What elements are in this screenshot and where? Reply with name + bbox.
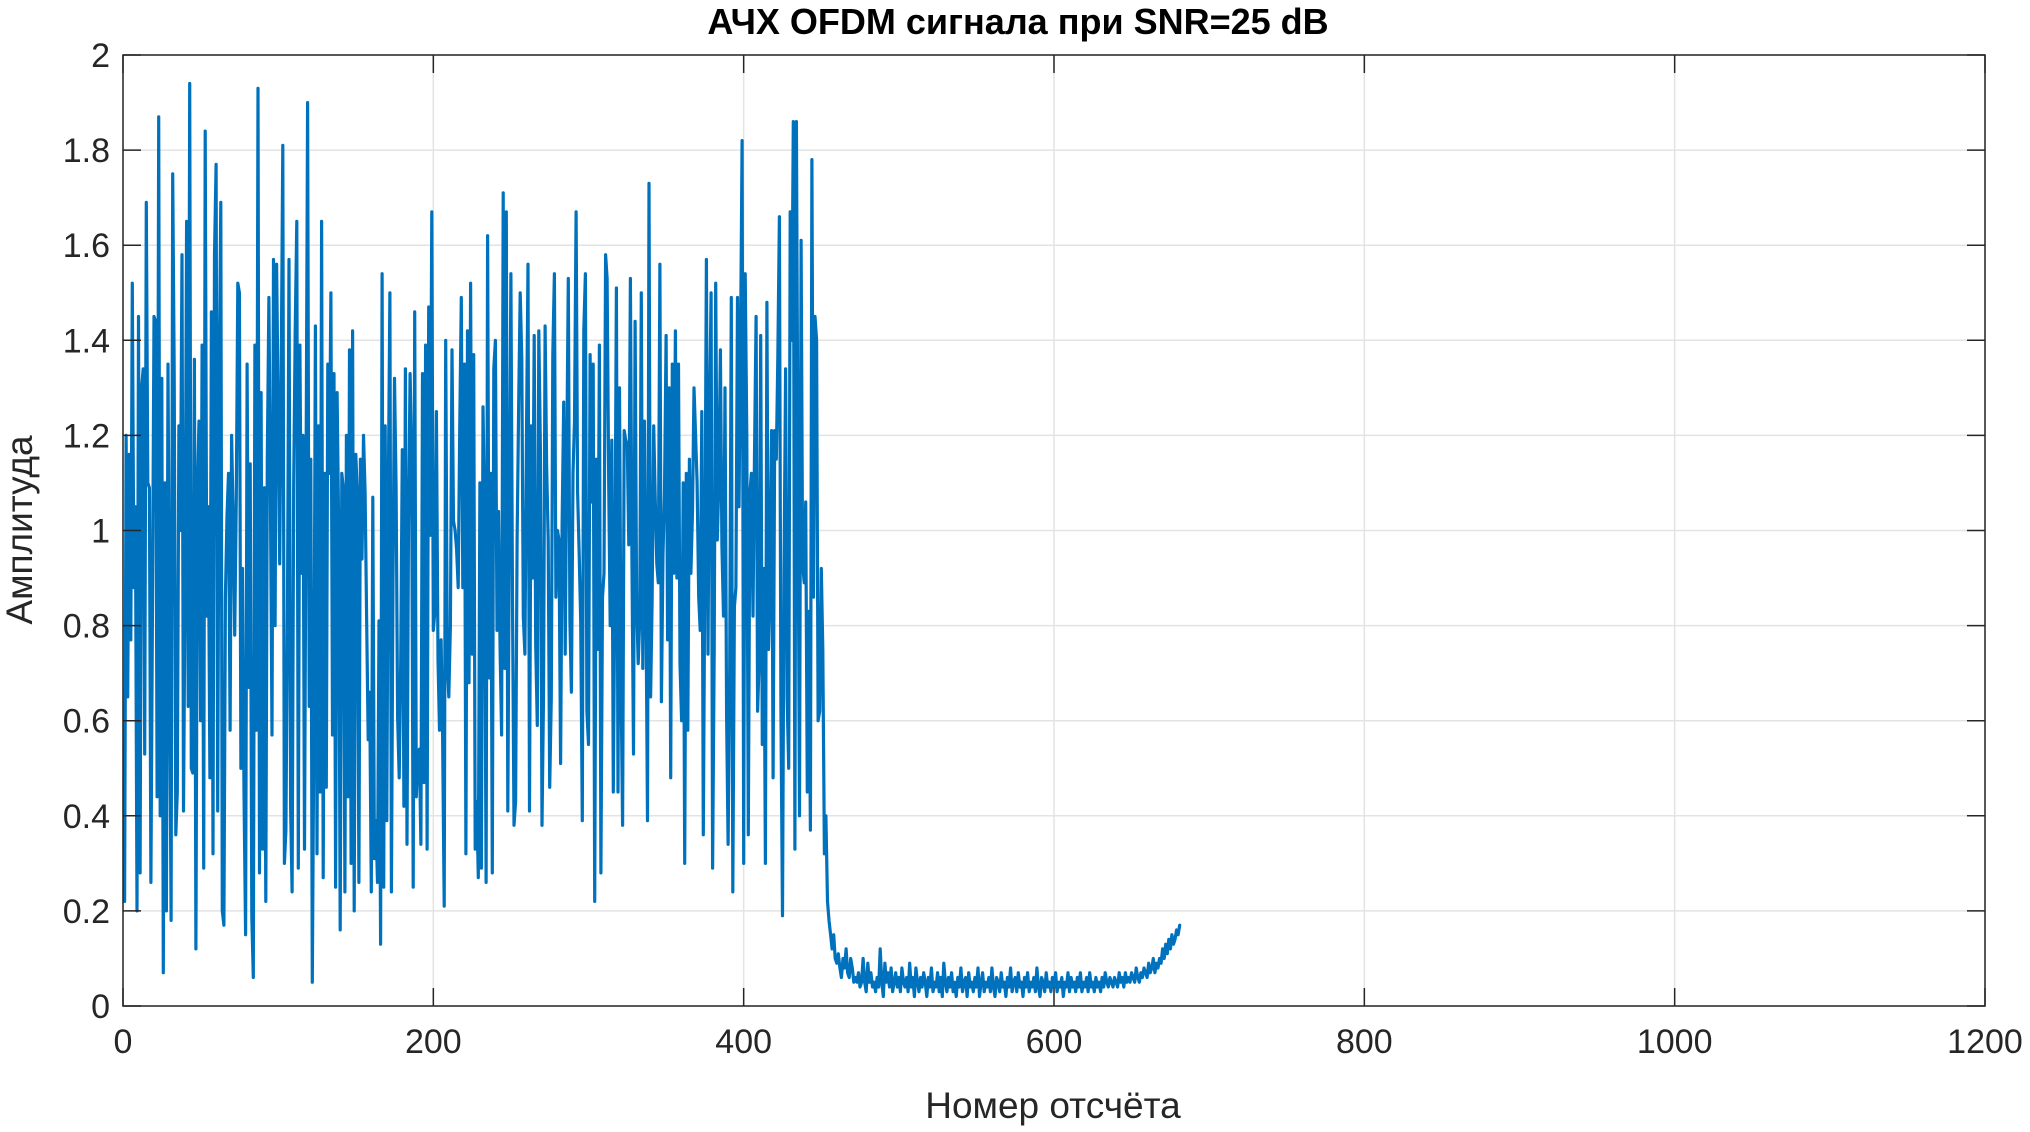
x-tick-label: 400: [715, 1023, 772, 1061]
x-tick-label: 600: [1026, 1023, 1083, 1061]
y-tick-label: 1.2: [63, 417, 110, 455]
y-tick-label: 1.6: [63, 227, 110, 265]
series-line: [122, 81, 1182, 999]
y-tick-label: 0.2: [63, 893, 110, 931]
y-tick-label: 1.4: [63, 322, 110, 360]
y-tick-label: 0: [91, 988, 110, 1026]
y-tick-label: 0.4: [63, 798, 110, 836]
y-tick-label: 2: [91, 37, 110, 75]
x-tick-label: 1000: [1637, 1023, 1713, 1061]
series-layer: [122, 81, 1182, 999]
x-tick-label: 200: [405, 1023, 462, 1061]
y-tick-label: 0.8: [63, 608, 110, 646]
x-tick-label: 800: [1336, 1023, 1393, 1061]
y-tick-label: 1.8: [63, 132, 110, 170]
x-axis-label: Номер отсчёта: [925, 1085, 1181, 1126]
y-tick-label: 1: [91, 513, 110, 551]
ticks: 0 200 400 600 800 1000 1200 0 0.2 0.4 0.6 0.8 1 1.2 1.…: [63, 37, 2023, 1061]
y-tick-label: 0.6: [63, 703, 110, 741]
y-axis-label: Амплитуда: [0, 435, 40, 625]
chart-title: АЧХ OFDM сигнала при SNR=25 dB: [707, 1, 1328, 42]
x-tick-label: 0: [114, 1023, 133, 1061]
x-tick-label: 1200: [1947, 1023, 2023, 1061]
